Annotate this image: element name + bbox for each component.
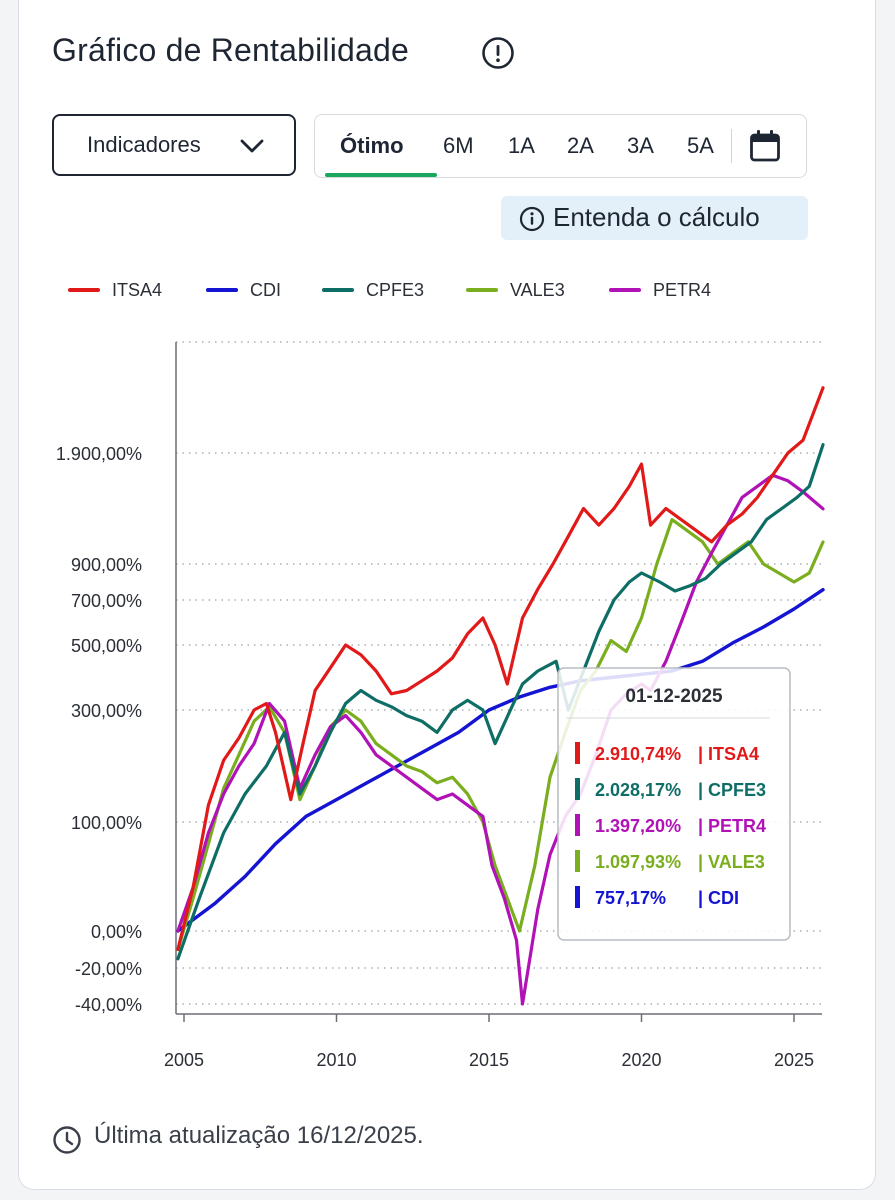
legend-swatch [68, 288, 100, 292]
x-tick-label: 2025 [774, 1050, 814, 1070]
clock-icon [53, 1126, 81, 1154]
tooltip-row-value: 2.910,74% [595, 744, 681, 764]
period-tab-2a[interactable]: 2A [567, 133, 594, 158]
tooltip-row-ticker: | ITSA4 [698, 744, 759, 764]
legend-swatch [609, 288, 641, 292]
tooltip-row-ticker: | VALE3 [698, 852, 765, 872]
x-tick-label: 2005 [164, 1050, 204, 1070]
tooltip-row-swatch [575, 886, 580, 908]
tooltip-row-swatch [575, 778, 580, 800]
tooltip-row-value: 757,17% [595, 888, 666, 908]
tooltip-row-ticker: | CDI [698, 888, 739, 908]
period-tab-1a[interactable]: 1A [508, 133, 535, 158]
tooltip-row-swatch [575, 850, 580, 872]
legend-label: VALE3 [510, 280, 565, 300]
period-tab-5a[interactable]: 5A [687, 133, 714, 158]
legend-swatch [206, 288, 238, 292]
legend-label: CDI [250, 280, 281, 300]
y-tick-label: 300,00% [71, 701, 142, 721]
x-tick-label: 2020 [621, 1050, 661, 1070]
page-title: Gráfico de Rentabilidade [52, 32, 410, 68]
info-alert-icon[interactable] [481, 36, 515, 70]
explain-calculation-label: Entenda o cálculo [553, 202, 760, 232]
chevron-down-icon [240, 139, 264, 153]
tooltip-row-value: 2.028,17% [595, 780, 681, 800]
legend-label: ITSA4 [112, 280, 163, 300]
calendar-icon[interactable] [749, 129, 781, 163]
legend-label: PETR4 [653, 280, 712, 300]
period-tab-otimo[interactable]: Ótimo [340, 133, 404, 158]
explain-calculation-button[interactable]: Entenda o cálculo [501, 196, 808, 240]
y-tick-label: 700,00% [71, 591, 142, 611]
period-tab-3a[interactable]: 3A [627, 133, 654, 158]
tooltip-box [557, 667, 791, 941]
info-icon [519, 206, 545, 232]
tooltip-row-ticker: | CPFE3 [698, 780, 766, 800]
tooltip-row-value: 1.097,93% [595, 852, 681, 872]
tooltip-row-value: 1.397,20% [595, 816, 681, 836]
series-line-cpfe3 [176, 443, 825, 961]
tooltip-row-swatch [575, 814, 580, 836]
x-tick-label: 2015 [469, 1050, 509, 1070]
active-period-indicator [325, 173, 437, 177]
tooltip-row-swatch [575, 742, 580, 764]
period-divider [731, 129, 732, 163]
series-line-cdi [176, 588, 825, 933]
y-tick-label: -20,00% [75, 959, 142, 979]
y-tick-label: -40,00% [75, 995, 142, 1015]
y-tick-label: 1.900,00% [56, 444, 142, 464]
indicators-dropdown-label: Indicadores [87, 132, 201, 157]
series-line-petr4 [176, 473, 825, 1006]
period-selector: Ótimo 6M 1A 2A 3A 5A [314, 114, 807, 178]
y-tick-label: 900,00% [71, 555, 142, 575]
tooltip-row-ticker: | PETR4 [698, 816, 766, 836]
last-update-text: Última atualização 16/12/2025. [94, 1122, 424, 1149]
series-line-itsa4 [176, 386, 825, 952]
legend-swatch [466, 288, 498, 292]
y-tick-label: 500,00% [71, 636, 142, 656]
profitability-chart[interactable]: 1.900,00% 900,00% 700,00% 500,00% 300,00% 100… [0, 300, 895, 1100]
legend-swatch [322, 288, 354, 292]
tooltip-date: 01-12-2025 [625, 686, 723, 707]
x-tick-label: 2010 [316, 1050, 356, 1070]
y-tick-label: 0,00% [91, 922, 142, 942]
indicators-dropdown[interactable]: Indicadores [52, 114, 296, 176]
legend-label: CPFE3 [366, 280, 425, 300]
y-tick-label: 100,00% [71, 813, 142, 833]
period-tab-6m[interactable]: 6M [443, 133, 474, 158]
